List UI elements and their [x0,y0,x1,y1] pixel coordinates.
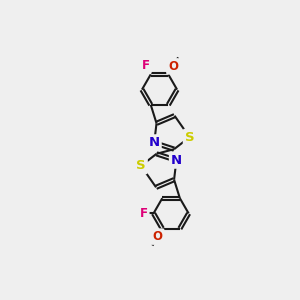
Text: O: O [153,230,163,243]
Text: O: O [168,60,178,73]
Text: S: S [185,131,194,144]
Text: F: F [142,59,150,73]
Text: S: S [136,159,146,172]
Text: F: F [140,207,148,220]
Text: N: N [171,154,182,167]
Text: N: N [148,136,160,149]
